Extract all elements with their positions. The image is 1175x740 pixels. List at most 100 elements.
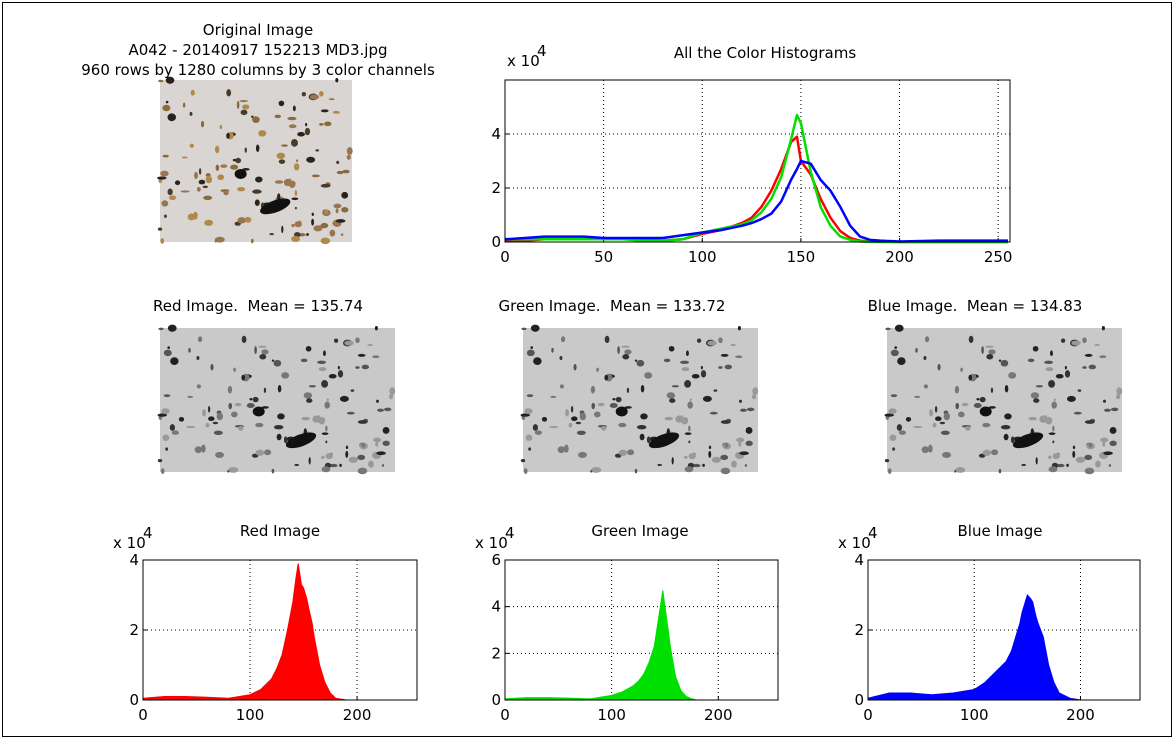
image-speck (915, 347, 918, 353)
image-speck (571, 416, 578, 422)
image-speck (745, 427, 753, 434)
image-speck (388, 394, 394, 400)
image-speck (528, 447, 532, 451)
x-tick-label: 50 (594, 248, 613, 266)
chart: 0 100 200 0 2 4x 104 Red Image (113, 522, 418, 724)
image-speck (894, 346, 898, 349)
image-speck (281, 225, 284, 234)
image-speck (1003, 433, 1009, 441)
image-speck (1082, 366, 1087, 369)
image-speck (1075, 456, 1086, 463)
image-speck (255, 176, 263, 183)
image-speck (1102, 441, 1106, 447)
image-speck (297, 132, 306, 137)
image-speck (167, 188, 173, 196)
image-speck (688, 425, 691, 432)
image (520, 324, 759, 475)
image-speck (935, 416, 942, 422)
image-speck (250, 238, 254, 244)
image-speck (217, 174, 225, 181)
image-speck (374, 325, 378, 331)
image-speck (291, 197, 299, 201)
image-panels: Original Image A042 - 20140917 152213 MD3… (81, 21, 1123, 475)
image-speck (278, 100, 285, 107)
image-speck (198, 179, 206, 185)
image-speck (335, 208, 339, 214)
image-speck (990, 387, 994, 393)
image-speck (311, 174, 320, 178)
image-speck (979, 406, 992, 417)
image-speck (281, 144, 289, 147)
image-speck (1000, 425, 1011, 430)
image-speck (336, 160, 340, 165)
image-speck (165, 447, 169, 451)
x-tick-label: 150 (787, 248, 816, 266)
image-speck (639, 433, 645, 441)
image-speck (301, 92, 307, 97)
image-speck (1008, 372, 1017, 379)
image-speck (591, 467, 602, 473)
image-speck (991, 449, 999, 456)
image-speck (244, 216, 252, 223)
image-speck (337, 365, 340, 370)
image-speck (1066, 395, 1076, 402)
image-speck (1100, 437, 1109, 443)
y-tick-label: 4 (854, 551, 864, 569)
image-speck (914, 395, 921, 398)
image-speck (927, 444, 933, 453)
image-speck (1071, 340, 1081, 346)
image-speck (1044, 415, 1048, 423)
image-speck (634, 359, 638, 362)
image-speck (578, 451, 588, 458)
image-speck (196, 356, 200, 361)
image-speck (1088, 442, 1093, 448)
image-speck (231, 411, 238, 418)
x-tick-label: 0 (863, 706, 873, 724)
image-speck (167, 324, 177, 332)
image-speck (1077, 389, 1082, 392)
image-speck (214, 145, 220, 154)
image-speck (168, 195, 177, 200)
image-speck (375, 441, 379, 447)
image-speck (998, 359, 1002, 362)
image-speck (986, 354, 994, 360)
image-speck (684, 432, 692, 435)
image-speck (691, 373, 700, 379)
image-speck (520, 413, 531, 417)
image-speck (239, 99, 248, 103)
chart-title: All the Color Histograms (674, 44, 856, 62)
image-speck (885, 327, 891, 331)
image-speck (223, 190, 229, 196)
image-speck (735, 355, 743, 359)
image-speck (636, 425, 647, 430)
chart-title: Green Image (591, 522, 688, 540)
image-speck (244, 147, 247, 153)
image-speck (252, 116, 260, 123)
image-speck (271, 359, 275, 362)
image-speck (339, 395, 349, 402)
image-speck (937, 363, 941, 371)
image-speck (237, 186, 246, 192)
image-speck (321, 466, 331, 473)
image-speck (306, 156, 316, 163)
image-speck (739, 399, 742, 403)
image-speck (1064, 365, 1067, 370)
chart: 0 100 200 0 2 4x 104 Blue Image (838, 522, 1141, 724)
image-speck (333, 338, 339, 343)
x-tick-label: 0 (500, 248, 510, 266)
image-speck (320, 237, 331, 245)
image-speck (255, 422, 264, 428)
image-speck (707, 340, 717, 346)
image-speck (335, 219, 346, 223)
image-speck (355, 337, 360, 344)
image-speck (174, 180, 181, 186)
image-speck (736, 437, 745, 443)
image-speck (940, 430, 950, 435)
image-speck (258, 345, 267, 348)
image-speck (1084, 420, 1095, 424)
image-speck (530, 346, 534, 349)
chart-title: Blue Image (958, 522, 1043, 540)
